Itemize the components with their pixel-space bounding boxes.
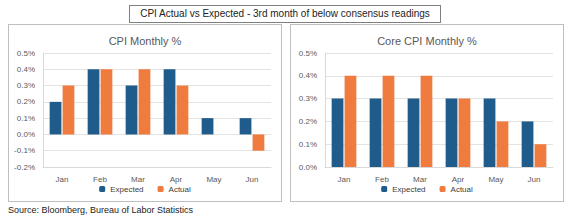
svg-text:Expected: Expected: [392, 185, 425, 194]
svg-text:-0.1%: -0.1%: [14, 146, 35, 155]
svg-text:Apr: Apr: [452, 175, 465, 184]
svg-text:0.0%: 0.0%: [299, 163, 317, 172]
svg-text:May: May: [488, 175, 503, 184]
svg-text:-0.2%: -0.2%: [14, 163, 35, 172]
svg-text:May: May: [206, 175, 221, 184]
svg-text:Actual: Actual: [451, 185, 473, 194]
svg-text:0.1%: 0.1%: [299, 140, 317, 149]
svg-text:0.3%: 0.3%: [299, 94, 317, 103]
svg-text:Apr: Apr: [170, 175, 183, 184]
svg-text:Core CPI Monthly %: Core CPI Monthly %: [377, 35, 477, 47]
svg-text:0.5%: 0.5%: [17, 49, 35, 58]
svg-text:Feb: Feb: [93, 175, 107, 184]
svg-text:0.4%: 0.4%: [299, 71, 317, 80]
svg-text:0.0%: 0.0%: [17, 130, 35, 139]
svg-text:0.1%: 0.1%: [17, 114, 35, 123]
html-text:CPI Actual vs Expected - 3rd m: CPI Actual vs Expected - 3rd month of be…: [140, 8, 430, 19]
svg-text:0.4%: 0.4%: [17, 65, 35, 74]
svg-text:Jun: Jun: [528, 175, 541, 184]
svg-text:Jan: Jan: [338, 175, 351, 184]
svg-text:Jan: Jan: [56, 175, 69, 184]
svg-text:CPI Monthly %: CPI Monthly %: [109, 35, 182, 47]
html-text:Source: Bloomberg, Bureau of L: Source: Bloomberg, Bureau of Labor Stati…: [8, 205, 194, 215]
svg-text:0.2%: 0.2%: [17, 97, 35, 106]
svg-text:0.3%: 0.3%: [17, 81, 35, 90]
svg-text:Actual: Actual: [169, 185, 191, 194]
svg-text:Mar: Mar: [413, 175, 427, 184]
svg-text:Expected: Expected: [110, 185, 143, 194]
svg-text:Feb: Feb: [375, 175, 389, 184]
svg-text:0.2%: 0.2%: [299, 117, 317, 126]
svg-text:Jun: Jun: [246, 175, 259, 184]
svg-text:Mar: Mar: [131, 175, 145, 184]
svg-text:0.5%: 0.5%: [299, 49, 317, 58]
